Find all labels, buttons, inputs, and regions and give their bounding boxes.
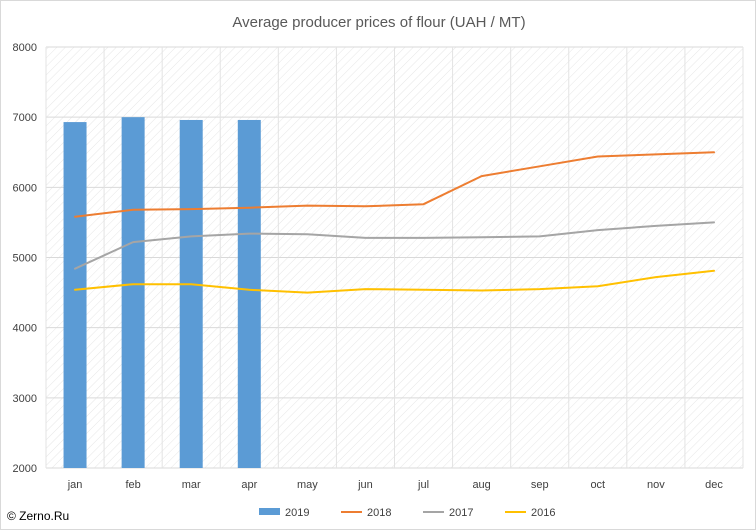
x-tick-label: aug <box>472 479 490 491</box>
line-series <box>74 151 715 294</box>
line-series-2017 <box>74 221 715 270</box>
bar-2019-jan <box>63 122 87 468</box>
legend-swatch-2019 <box>259 508 280 515</box>
y-tick-label: 3000 <box>13 393 37 405</box>
y-tick-label: 5000 <box>13 253 37 265</box>
line-series-2016 <box>74 269 715 294</box>
x-tick-label: dec <box>705 479 723 491</box>
y-tick-label: 7000 <box>13 112 37 124</box>
line-series-2018 <box>74 151 715 218</box>
legend-label-2019: 2019 <box>285 507 309 519</box>
y-tick-label: 2000 <box>13 463 37 475</box>
x-tick-label: nov <box>647 479 665 491</box>
x-tick-label: jul <box>417 479 429 491</box>
legend: 2019 2018 2017 2016 <box>259 507 555 519</box>
x-tick-label: may <box>297 479 318 491</box>
bar-2019-apr <box>237 119 261 469</box>
y-tick-label: 8000 <box>13 42 37 54</box>
x-tick-label: jun <box>357 479 373 491</box>
y-tick-label: 6000 <box>13 182 37 194</box>
x-tick-label: feb <box>125 479 140 491</box>
bar-2019-mar <box>179 119 203 469</box>
y-axis: 2000 3000 4000 5000 6000 7000 8000 <box>13 42 37 475</box>
copyright-text: © Zerno.Ru <box>7 509 70 523</box>
x-tick-label: mar <box>182 479 201 491</box>
x-axis: jan feb mar apr may jun jul aug sep oct nov dec <box>67 479 724 491</box>
legend-label-2017: 2017 <box>449 507 473 519</box>
x-tick-label: apr <box>241 479 257 491</box>
bar-2019-feb <box>121 117 145 469</box>
y-tick-label: 4000 <box>13 323 37 335</box>
legend-label-2016: 2016 <box>531 507 555 519</box>
x-tick-label: jan <box>67 479 83 491</box>
chart-title: Average producer prices of flour (UAH / … <box>232 14 525 31</box>
x-tick-label: sep <box>531 479 549 491</box>
x-tick-label: oct <box>590 479 605 491</box>
legend-label-2018: 2018 <box>367 507 391 519</box>
gridlines <box>45 46 744 469</box>
